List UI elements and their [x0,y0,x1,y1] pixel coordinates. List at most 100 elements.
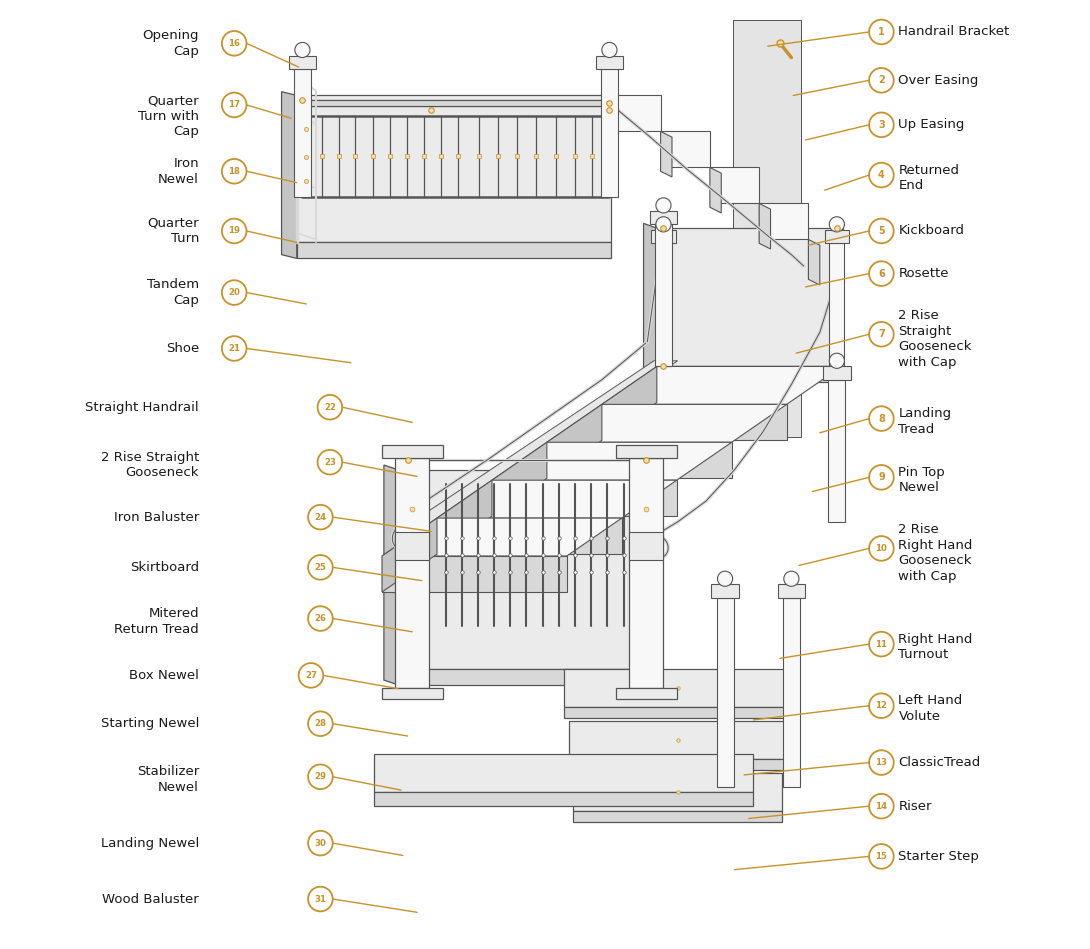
Text: 2 Rise
Straight
Gooseneck
with Cap: 2 Rise Straight Gooseneck with Cap [898,309,972,369]
Text: 29: 29 [314,772,326,781]
Polygon shape [398,470,657,669]
Text: Landing Newel: Landing Newel [101,837,199,849]
Text: Returned
End: Returned End [898,163,959,192]
Polygon shape [437,480,492,554]
Circle shape [656,216,671,232]
Polygon shape [547,404,602,478]
Text: 9: 9 [879,473,885,482]
Text: 27: 27 [305,671,317,679]
Circle shape [869,694,894,718]
Polygon shape [547,404,787,442]
Text: 6: 6 [879,269,885,279]
Polygon shape [732,247,801,266]
Polygon shape [643,223,657,381]
Polygon shape [611,96,661,132]
Polygon shape [281,92,296,258]
Polygon shape [602,366,841,404]
Text: 7: 7 [879,329,885,339]
Text: 23: 23 [324,457,336,467]
Text: 1: 1 [879,27,885,37]
Text: Starting Newel: Starting Newel [100,717,199,730]
Polygon shape [596,56,623,69]
Text: 18: 18 [228,167,240,176]
Circle shape [869,162,894,187]
Text: 26: 26 [314,614,326,623]
Circle shape [656,197,671,213]
Polygon shape [375,792,753,806]
Text: 11: 11 [875,640,887,648]
Text: 10: 10 [875,544,887,553]
Text: 17: 17 [228,101,240,109]
Polygon shape [396,458,429,688]
Polygon shape [492,442,731,480]
Text: 4: 4 [879,170,885,180]
Circle shape [602,43,617,58]
Text: 20: 20 [228,288,240,297]
Polygon shape [564,707,791,718]
Polygon shape [569,759,787,771]
Circle shape [222,280,246,305]
Circle shape [869,218,894,243]
Polygon shape [616,688,677,699]
Polygon shape [573,810,782,822]
Polygon shape [657,228,844,366]
Text: Pin Top
Newel: Pin Top Newel [898,466,945,494]
Text: Handrail Bracket: Handrail Bracket [898,26,1009,39]
Polygon shape [289,56,316,69]
Polygon shape [398,361,678,531]
Circle shape [869,113,894,138]
Circle shape [317,450,342,474]
Polygon shape [602,366,657,440]
Circle shape [308,505,332,530]
Polygon shape [398,669,657,685]
Polygon shape [661,132,671,177]
Polygon shape [382,518,621,556]
Polygon shape [778,585,806,598]
Polygon shape [294,69,311,196]
Polygon shape [732,20,801,437]
Text: 24: 24 [314,512,327,522]
Text: 12: 12 [875,701,887,710]
Polygon shape [710,167,759,203]
Polygon shape [629,458,664,688]
Polygon shape [825,230,849,243]
Circle shape [299,663,324,688]
Circle shape [308,830,332,855]
Polygon shape [716,598,734,788]
Polygon shape [828,380,846,522]
Polygon shape [809,239,820,285]
Circle shape [222,218,246,243]
Circle shape [869,844,894,868]
Text: Rosette: Rosette [898,267,949,280]
Polygon shape [547,442,731,478]
Text: 22: 22 [324,402,336,412]
Polygon shape [375,754,753,792]
Text: 8: 8 [877,414,885,423]
Circle shape [222,93,246,118]
Circle shape [784,571,799,586]
Polygon shape [650,211,677,224]
Polygon shape [823,366,850,380]
Circle shape [717,571,732,586]
Text: 19: 19 [228,227,240,235]
Polygon shape [629,531,664,560]
Circle shape [294,43,310,58]
Circle shape [308,886,332,911]
Text: Mitered
Return Tread: Mitered Return Tread [114,607,199,636]
Text: 30: 30 [315,839,326,847]
Polygon shape [661,132,710,167]
Polygon shape [296,242,611,258]
Circle shape [222,158,246,183]
Circle shape [869,632,894,657]
Text: 2 Rise Straight
Gooseneck: 2 Rise Straight Gooseneck [101,451,199,479]
Text: Kickboard: Kickboard [898,225,965,237]
Circle shape [869,465,894,490]
Polygon shape [759,203,771,249]
Text: Skirtboard: Skirtboard [130,561,199,574]
Polygon shape [710,167,722,213]
Circle shape [308,606,332,631]
Polygon shape [564,669,791,707]
Circle shape [308,712,332,736]
Polygon shape [296,96,611,242]
Polygon shape [616,445,677,458]
